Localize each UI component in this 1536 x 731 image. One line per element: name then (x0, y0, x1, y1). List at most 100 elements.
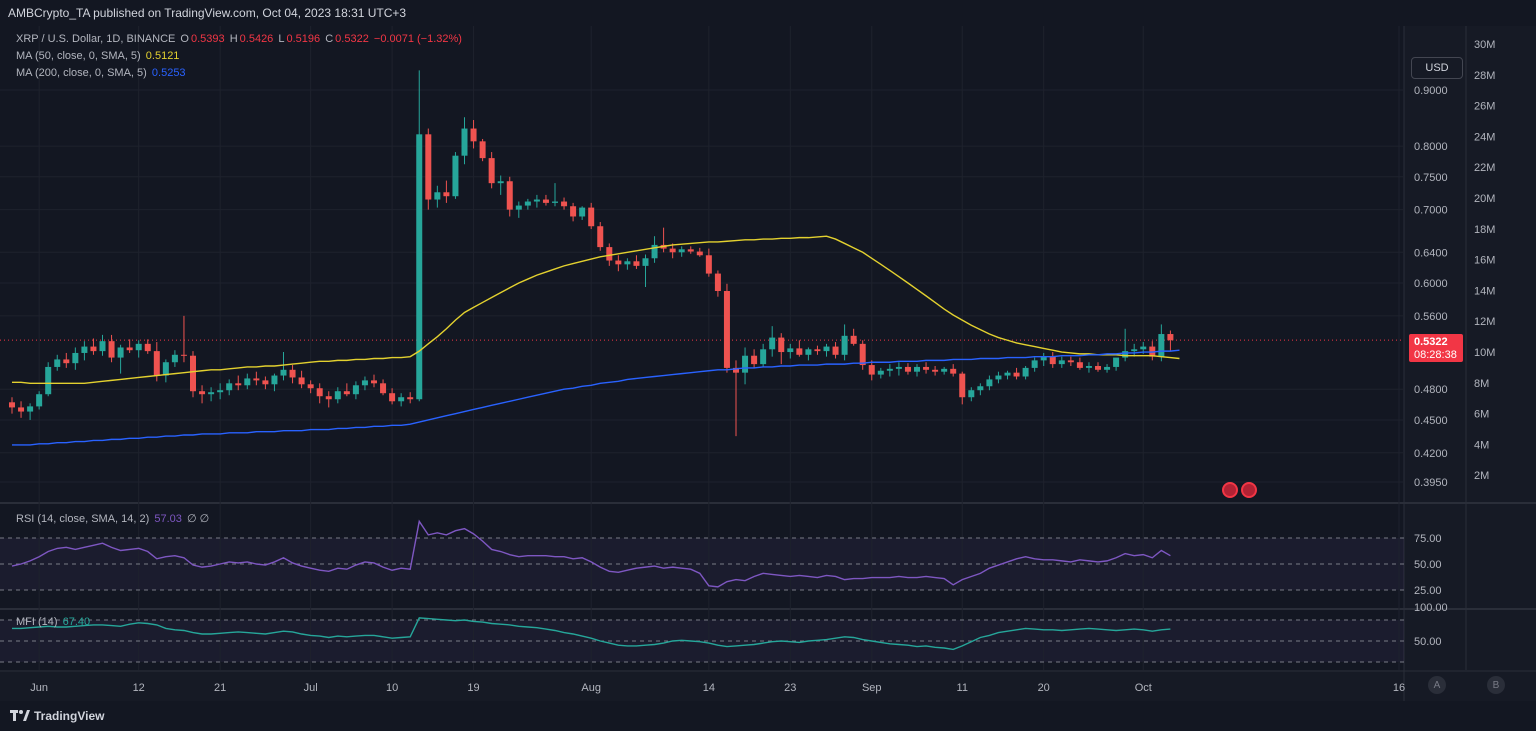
candle-body (570, 206, 577, 217)
candle-body (1167, 334, 1174, 341)
candle-body (705, 255, 712, 274)
volume-tick-label: 10M (1474, 347, 1495, 359)
us-flag-icon[interactable] (1222, 482, 1238, 498)
candle-body (72, 352, 79, 364)
legend-mfi-row[interactable]: MFI (14) 67.40 (16, 616, 92, 629)
candle-body (434, 192, 441, 200)
tradingview-logo[interactable]: TradingView (10, 709, 104, 723)
candle-body (1158, 334, 1165, 357)
volume-tick-label: 2M (1474, 470, 1489, 482)
volume-tick-label: 16M (1474, 255, 1495, 267)
volume-tick-label: 30M (1474, 39, 1495, 51)
us-flag-icon[interactable] (1241, 482, 1257, 498)
candle-body (1140, 346, 1147, 350)
candle-body (787, 348, 794, 353)
candle-body (805, 349, 812, 355)
rsi-extra: ∅ ∅ (186, 513, 210, 525)
legend-ma50-row[interactable]: MA (50, close, 0, SMA, 5) 0.5121 (16, 50, 181, 63)
publisher-text: AMBCrypto_TA published on TradingView.co… (8, 6, 407, 20)
time-tick-label: Jun (30, 682, 48, 694)
candle-body (1076, 362, 1083, 368)
candle-body (895, 366, 902, 369)
candle-body (316, 388, 323, 397)
rsi-tick-label: 50.00 (1414, 559, 1442, 571)
time-tick-label: 21 (214, 682, 226, 694)
candle-body (1013, 372, 1020, 377)
candle-body (995, 375, 1002, 380)
candle-body (416, 134, 423, 400)
candle-body (126, 347, 133, 351)
candle-body (904, 366, 911, 372)
candle-body (552, 201, 558, 203)
volume-tick-label: 4M (1474, 439, 1489, 451)
candle-body (1131, 349, 1138, 352)
candle-body (271, 375, 278, 385)
candle-body (1113, 357, 1120, 367)
candle-body (334, 391, 341, 400)
candle-body (99, 341, 106, 352)
candle-body (533, 199, 540, 202)
price-tick-label: 0.5600 (1414, 311, 1448, 323)
candle-body (914, 366, 920, 372)
price-tick-label: 0.3950 (1414, 477, 1448, 489)
candle-body (796, 348, 803, 355)
legend-ma200-row[interactable]: MA (200, close, 0, SMA, 5) 0.5253 (16, 67, 188, 80)
candle-body (1022, 367, 1029, 377)
candle-body (642, 258, 649, 266)
candle-body (262, 380, 269, 385)
price-tick-label: 0.8000 (1414, 141, 1448, 153)
legend-rsi-row[interactable]: RSI (14, close, SMA, 14, 2) 57.03 ∅ ∅ (16, 513, 211, 526)
candle-body (389, 393, 396, 402)
candle-body (1122, 351, 1129, 358)
candle-body (90, 346, 97, 352)
top-bar: AMBCrypto_TA published on TradingView.co… (0, 0, 1536, 26)
legend-symbol[interactable]: XRP / U.S. Dollar, 1D, BINANCE (16, 33, 176, 45)
candle-body (452, 155, 459, 197)
candle-body (244, 378, 251, 386)
candle-body (696, 251, 703, 256)
candle-body (497, 181, 504, 184)
mfi-line (12, 617, 1171, 651)
rsi-tick-label: 25.00 (1414, 585, 1442, 597)
time-tick-label: 16 (1393, 682, 1405, 694)
chart-panel[interactable]: 0.9000 0.8000 0.7500 0.7000 0.6400 0.6000 0.56… (0, 26, 1536, 701)
volume-tick-label: 26M (1474, 101, 1495, 113)
legend-change: −0.0071 (−1.32%) (373, 33, 462, 45)
volume-tick-label: 6M (1474, 409, 1489, 421)
currency-button[interactable]: USD (1411, 57, 1463, 79)
candle-body (760, 349, 767, 365)
candle-body (361, 380, 368, 386)
auto-scale-button[interactable]: A (1428, 676, 1446, 694)
rsi-label: RSI (14, close, SMA, 14, 2) (16, 513, 150, 525)
candle-body (687, 249, 694, 252)
candle-body (506, 181, 513, 210)
candle-body (54, 359, 61, 367)
candle-body (1104, 366, 1111, 370)
time-tick-label: 11 (957, 682, 968, 694)
event-markers[interactable] (1222, 482, 1257, 498)
volume-tick-label: 8M (1474, 378, 1489, 390)
candle-body (289, 369, 296, 378)
time-tick-label: Aug (581, 682, 601, 694)
candle-body (723, 291, 730, 368)
candle-body (515, 205, 522, 210)
log-scale-button[interactable]: B (1487, 676, 1505, 694)
candle-body (986, 379, 993, 387)
candle-body (823, 346, 830, 352)
candle-body (144, 343, 151, 352)
candle-body (778, 337, 785, 353)
candle-body (307, 384, 314, 389)
legend-symbol-row: XRP / U.S. Dollar, 1D, BINANCE O 0.5393 H… (16, 33, 462, 45)
mfi-tick-label: 100.00 (1414, 602, 1448, 614)
time-tick-label: Jul (304, 682, 318, 694)
candle-body (380, 383, 387, 394)
candle-body (941, 368, 948, 372)
price-tick-label: 0.4800 (1414, 384, 1448, 396)
candle-body (153, 351, 160, 376)
price-tick-label: 0.4200 (1414, 448, 1448, 460)
tradingview-logo-icon (10, 710, 30, 721)
candle-body (714, 273, 721, 292)
chart-svg[interactable]: 0.9000 0.8000 0.7500 0.7000 0.6400 0.6000 0.56… (0, 26, 1536, 701)
candle-body (18, 407, 25, 412)
candle-body (45, 366, 52, 395)
